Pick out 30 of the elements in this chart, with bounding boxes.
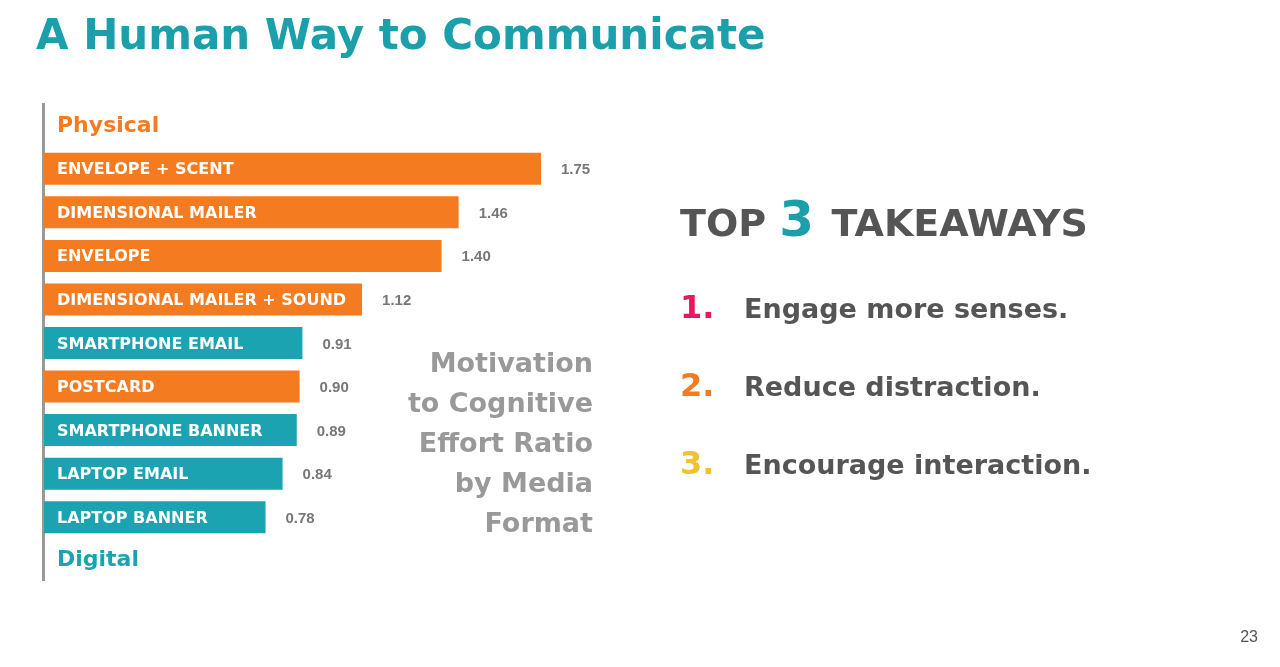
data-label: 1.46 <box>478 203 508 221</box>
y-tick-label: SMARTPHONE EMAIL <box>57 333 244 353</box>
series-label: Digital <box>57 546 139 571</box>
data-label: 0.91 <box>322 334 352 352</box>
data-label: 1.12 <box>382 290 412 308</box>
y-tick-label: SMARTPHONE BANNER <box>57 420 263 440</box>
text: Motivation to Cognitive Effort Ratio by Media Format <box>406 346 593 540</box>
data-label: 0.78 <box>285 508 315 526</box>
y-tick-label: DIMENSIONAL MAILER + SOUND <box>57 289 347 309</box>
data-label: 0.84 <box>302 465 333 483</box>
y-tick-label: ENVELOPE <box>57 246 151 266</box>
chart-title: A Human Way to Communicate <box>36 10 766 59</box>
y-tick-label: ENVELOPE + SCENT <box>57 159 234 179</box>
data-label: 1.40 <box>461 247 491 265</box>
text: 1. Engage more senses. <box>680 288 1070 328</box>
bar <box>44 239 442 272</box>
bar <box>44 152 541 185</box>
series-label: Physical <box>57 112 160 137</box>
data-label: 0.89 <box>316 421 346 439</box>
text: 3. Encourage interaction. <box>680 444 1093 484</box>
text: TOP 3 TAKEAWAYS <box>680 190 1088 248</box>
bar <box>44 370 300 403</box>
text: 2. Reduce distraction. <box>680 366 1042 406</box>
data-label: 1.75 <box>561 160 591 178</box>
y-tick-label: DIMENSIONAL MAILER <box>57 202 257 222</box>
y-tick-label: POSTCARD <box>57 377 155 397</box>
y-tick-label: LAPTOP BANNER <box>57 507 208 527</box>
text: 23 <box>1240 628 1258 646</box>
data-label: 0.90 <box>319 378 349 396</box>
y-tick-label: LAPTOP EMAIL <box>57 464 189 484</box>
